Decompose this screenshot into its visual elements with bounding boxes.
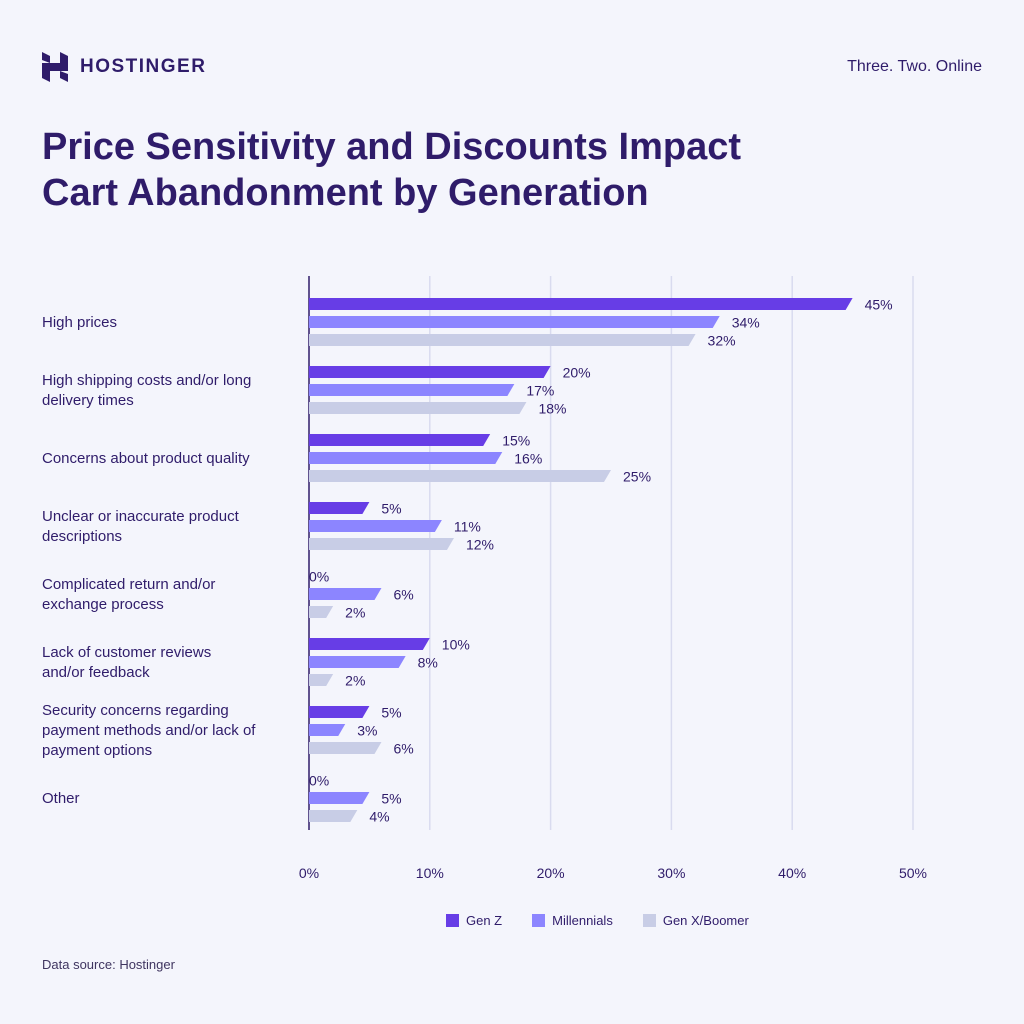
bar xyxy=(309,452,503,464)
data-label: 25% xyxy=(623,469,651,485)
legend-label-gen-x-boomer: Gen X/Boomer xyxy=(662,913,749,928)
x-tick-label: 50% xyxy=(899,865,927,881)
data-label: 15% xyxy=(502,433,530,449)
legend-label-gen-z: Gen Z xyxy=(466,913,503,928)
data-label: 11% xyxy=(454,519,481,535)
legend-swatch-gen-x-boomer xyxy=(642,914,656,927)
data-label: 5% xyxy=(381,501,401,517)
data-label: 0% xyxy=(309,569,329,585)
category-label: Security concerns regarding xyxy=(42,702,229,719)
bar xyxy=(309,384,515,396)
data-label: 45% xyxy=(865,297,893,313)
data-label: 8% xyxy=(418,655,438,671)
bar xyxy=(309,316,720,328)
bar xyxy=(309,538,454,550)
bar xyxy=(309,366,551,378)
x-tick-label: 10% xyxy=(416,865,444,881)
brand: HOSTINGER xyxy=(42,52,206,82)
category-label: delivery times xyxy=(42,392,134,409)
bar xyxy=(309,810,358,822)
category-label: Complicated return and/or xyxy=(42,576,215,593)
data-label: 20% xyxy=(563,365,591,381)
bar xyxy=(309,706,370,718)
category-label: Lack of customer reviews xyxy=(42,644,211,661)
bar xyxy=(309,298,853,310)
page-title: Price Sensitivity and Discounts Impact C… xyxy=(42,124,942,216)
category-label: Unclear or inaccurate product xyxy=(42,508,240,525)
category-label: descriptions xyxy=(42,528,122,545)
data-label: 32% xyxy=(708,333,736,349)
bar xyxy=(309,638,430,650)
data-label: 6% xyxy=(393,741,413,757)
category-label: and/or feedback xyxy=(42,664,150,681)
brand-name: HOSTINGER xyxy=(80,56,207,77)
data-label: 5% xyxy=(381,791,401,807)
bar xyxy=(309,588,382,600)
bar xyxy=(309,334,696,346)
data-label: 2% xyxy=(345,605,365,621)
bar xyxy=(309,502,370,514)
bar xyxy=(309,674,334,686)
category-label: payment options xyxy=(42,742,152,759)
data-source: Data source: Hostinger xyxy=(42,957,175,972)
legend-item-gen-z: Gen Z xyxy=(446,913,502,928)
legend-item-gen-x-boomer: Gen X/Boomer xyxy=(642,913,749,928)
x-tick-label: 0% xyxy=(299,865,319,881)
data-label: 6% xyxy=(393,587,413,603)
data-label: 2% xyxy=(345,673,365,689)
bar xyxy=(309,470,611,482)
legend-swatch-gen-z xyxy=(446,914,459,927)
x-tick-label: 30% xyxy=(657,865,685,881)
x-tick-label: 20% xyxy=(537,865,565,881)
data-label: 12% xyxy=(466,537,494,553)
data-label: 17% xyxy=(526,383,554,399)
bar xyxy=(309,402,527,414)
title-line-2: Cart Abandonment by Generation xyxy=(42,172,649,214)
data-label: 3% xyxy=(357,723,377,739)
bar-chart: 0% 10% 20% 30% 40% 50% High prices 45% 34% 32% Hig… xyxy=(42,276,927,881)
data-label: 18% xyxy=(538,401,566,417)
bar xyxy=(309,434,491,446)
category-label: exchange process xyxy=(42,596,164,613)
x-tick-label: 40% xyxy=(778,865,806,881)
chart-legend: Gen Z Millennials Gen X/Boomer xyxy=(446,913,749,928)
data-label: 16% xyxy=(514,451,542,467)
tagline: Three. Two. Online xyxy=(847,58,982,75)
bar xyxy=(309,656,406,668)
data-label: 34% xyxy=(732,315,760,331)
bar xyxy=(309,742,382,754)
category-label: payment methods and/or lack of xyxy=(42,722,256,739)
title-line-1: Price Sensitivity and Discounts Impact xyxy=(42,126,741,168)
bar xyxy=(309,792,370,804)
category-label: High prices xyxy=(42,314,117,331)
data-label: 4% xyxy=(369,809,389,825)
category-label: Concerns about product quality xyxy=(42,450,250,467)
data-label: 10% xyxy=(442,637,470,653)
hostinger-logo-icon xyxy=(42,52,68,82)
bar xyxy=(309,724,346,736)
data-label: 0% xyxy=(309,773,329,789)
legend-item-millennials: Millennials xyxy=(532,913,613,928)
legend-label-millennials: Millennials xyxy=(552,913,613,928)
category-label: High shipping costs and/or long xyxy=(42,372,251,389)
data-label: 5% xyxy=(381,705,401,721)
bar xyxy=(309,520,442,532)
bar xyxy=(309,606,334,618)
category-label: Other xyxy=(42,790,80,807)
legend-swatch-millennials xyxy=(532,914,546,927)
